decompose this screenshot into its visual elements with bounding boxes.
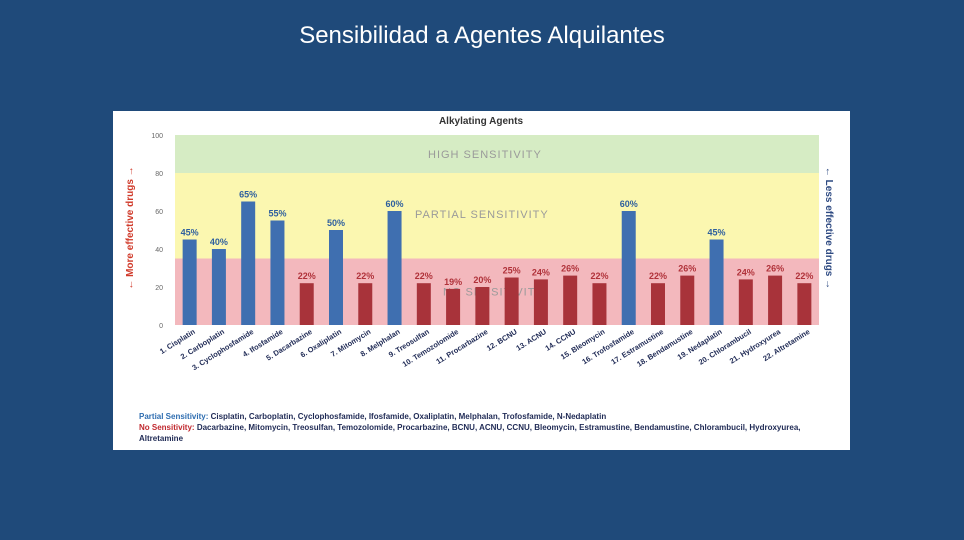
- y-tick-80: 80: [155, 171, 163, 178]
- chart-card: Alkylating Agents HIGH SENSITIVITY PARTIA…: [113, 111, 850, 450]
- bar-10: [446, 288, 461, 325]
- legend-partial-label: Partial Sensitivity:: [139, 412, 209, 421]
- category-label-13: 13. ACNU: [514, 327, 548, 353]
- bar-1: [182, 239, 197, 325]
- bar-11: [475, 287, 490, 325]
- bar-value-label-2: 40%: [210, 237, 228, 247]
- bar-9: [416, 283, 431, 325]
- bar-6: [329, 230, 343, 325]
- left-axis-label: ← More effective drugs →: [125, 166, 136, 289]
- y-tick-0: 0: [159, 323, 163, 330]
- bar-14: [563, 275, 578, 325]
- bar-value-label-17: 22%: [649, 271, 667, 281]
- bar-value-label-20: 24%: [737, 267, 755, 277]
- bar-value-label-7: 22%: [356, 271, 374, 281]
- bar-value-label-1: 45%: [181, 228, 199, 238]
- bar-value-label-6: 50%: [327, 218, 345, 228]
- bar-22: [797, 283, 812, 325]
- zone-label-1: PARTIAL SENSITIVITY: [415, 209, 549, 221]
- bar-3: [241, 201, 256, 325]
- bar-17: [651, 283, 665, 325]
- bar-19: [709, 239, 724, 325]
- bar-value-label-8: 60%: [386, 199, 404, 209]
- legend-partial-text: Cisplatin, Carboplatin, Cyclophosfamide,…: [210, 412, 607, 421]
- bar-value-label-12: 25%: [503, 266, 521, 276]
- right-axis-label: ← Less effective drugs →: [823, 167, 834, 289]
- bar-value-label-3: 65%: [239, 190, 257, 200]
- y-tick-20: 20: [155, 285, 163, 292]
- bar-value-label-10: 19%: [444, 277, 462, 287]
- legend-none: No Sensitivity: Dacarbazine, Mitomycin, …: [139, 422, 839, 444]
- bar-2: [211, 249, 226, 325]
- y-tick-100: 100: [151, 133, 163, 140]
- bar-4: [270, 220, 285, 325]
- bar-8: [387, 211, 402, 325]
- bar-value-label-4: 55%: [268, 209, 286, 219]
- bar-value-label-18: 26%: [678, 264, 696, 274]
- bar-value-label-15: 22%: [590, 271, 608, 281]
- bar-15: [592, 283, 607, 325]
- legend-partial: Partial Sensitivity: Cisplatin, Carbopla…: [139, 411, 839, 422]
- bar-5: [299, 283, 314, 325]
- bar-20: [738, 279, 753, 325]
- bar-12: [504, 277, 519, 325]
- bar-18: [680, 275, 695, 325]
- bar-value-label-21: 26%: [766, 264, 784, 274]
- category-label-12: 12. BCNU: [485, 327, 519, 353]
- y-tick-40: 40: [155, 247, 163, 254]
- bar-value-label-13: 24%: [532, 267, 550, 277]
- category-label-11: 11. Procarbazine: [434, 327, 489, 366]
- bar-value-label-9: 22%: [415, 271, 433, 281]
- bar-21: [768, 275, 783, 325]
- bar-value-label-14: 26%: [561, 264, 579, 274]
- slide-title: Sensibilidad a Agentes Alquilantes: [299, 22, 665, 49]
- bar-value-label-22: 22%: [795, 271, 813, 281]
- bar-value-label-19: 45%: [708, 228, 726, 238]
- bar-value-label-5: 22%: [298, 271, 316, 281]
- alkylating-agents-chart: Alkylating Agents HIGH SENSITIVITY PARTIA…: [125, 116, 834, 372]
- chart-legend: Partial Sensitivity: Cisplatin, Carbopla…: [139, 411, 839, 444]
- bar-16: [621, 211, 636, 325]
- zone-band-0: [175, 135, 819, 173]
- bar-value-label-16: 60%: [620, 199, 638, 209]
- zone-label-0: HIGH SENSITIVITY: [428, 149, 542, 161]
- chart-title: Alkylating Agents: [439, 116, 524, 127]
- bar-value-label-11: 20%: [473, 275, 491, 285]
- bar-13: [533, 279, 548, 325]
- y-tick-60: 60: [155, 209, 163, 216]
- legend-none-label: No Sensitivity:: [139, 423, 195, 432]
- bar-7: [358, 283, 373, 325]
- legend-none-text: Dacarbazine, Mitomycin, Treosulfan, Temo…: [139, 423, 801, 443]
